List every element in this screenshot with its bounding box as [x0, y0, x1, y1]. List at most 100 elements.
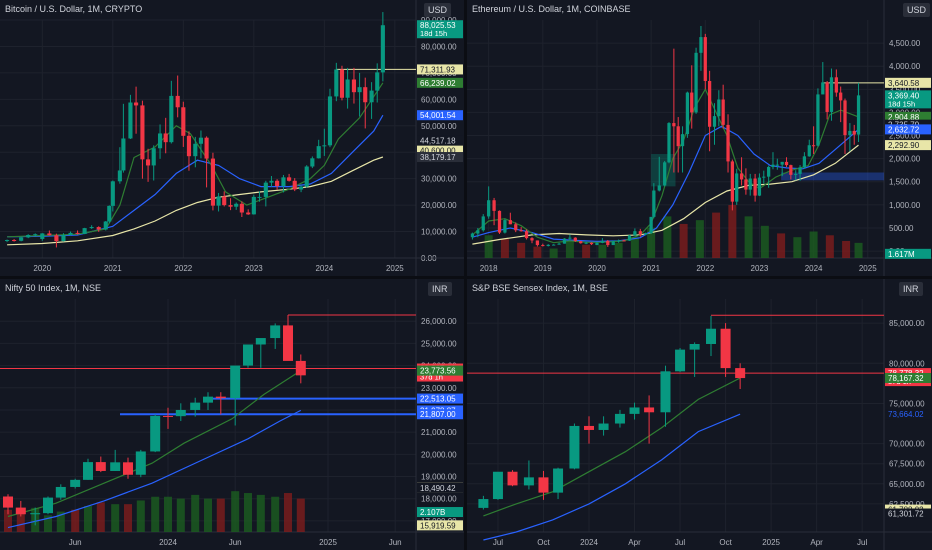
- candle[interactable]: [514, 222, 518, 233]
- candle[interactable]: [380, 12, 385, 82]
- candle[interactable]: [117, 147, 122, 184]
- chart-canvas[interactable]: 85,000.00 80,000.00 75,000.00 70,000.00 67,5…: [467, 279, 932, 550]
- candle[interactable]: [789, 164, 793, 180]
- candle[interactable]: [75, 230, 80, 235]
- candle[interactable]: [255, 338, 266, 368]
- candle[interactable]: [685, 91, 690, 138]
- candle[interactable]: [667, 122, 671, 164]
- candle[interactable]: [652, 183, 656, 219]
- candle[interactable]: [611, 240, 615, 246]
- candle[interactable]: [33, 233, 38, 237]
- candle[interactable]: [721, 84, 725, 129]
- candle[interactable]: [657, 156, 661, 192]
- candle[interactable]: [694, 47, 698, 114]
- candle[interactable]: [706, 315, 717, 357]
- candle[interactable]: [802, 152, 807, 169]
- chart-canvas[interactable]: 4,500.004,000.003,500.003,000.002,500.00…: [467, 0, 932, 276]
- candle[interactable]: [843, 98, 847, 155]
- candle[interactable]: [283, 314, 293, 361]
- candle[interactable]: [557, 242, 561, 245]
- candle[interactable]: [553, 467, 564, 500]
- candle[interactable]: [181, 101, 186, 147]
- candle[interactable]: [535, 240, 540, 247]
- candle[interactable]: [680, 126, 685, 173]
- candle[interactable]: [481, 214, 485, 232]
- candle[interactable]: [327, 88, 333, 148]
- candle[interactable]: [135, 449, 146, 478]
- candle[interactable]: [821, 62, 825, 95]
- candle[interactable]: [295, 354, 306, 384]
- candle[interactable]: [748, 173, 752, 196]
- candle[interactable]: [163, 117, 168, 154]
- candle[interactable]: [807, 139, 811, 157]
- candle[interactable]: [712, 103, 717, 145]
- candle[interactable]: [856, 82, 861, 143]
- candle[interactable]: [660, 365, 671, 427]
- candle[interactable]: [600, 238, 605, 244]
- candle[interactable]: [163, 407, 173, 429]
- candle[interactable]: [339, 65, 345, 101]
- candle[interactable]: [767, 165, 771, 188]
- candle[interactable]: [524, 229, 529, 240]
- candle[interactable]: [573, 237, 577, 242]
- candle[interactable]: [676, 117, 680, 173]
- candle[interactable]: [584, 241, 588, 245]
- candle[interactable]: [552, 244, 556, 246]
- candle[interactable]: [707, 70, 712, 152]
- candle[interactable]: [598, 416, 609, 436]
- candle[interactable]: [703, 33, 707, 90]
- candle[interactable]: [757, 173, 762, 197]
- candle[interactable]: [508, 212, 512, 225]
- candle[interactable]: [334, 62, 339, 102]
- candle[interactable]: [304, 165, 309, 188]
- candle[interactable]: [83, 458, 93, 480]
- candle[interactable]: [275, 179, 280, 190]
- candle[interactable]: [222, 191, 227, 207]
- candle[interactable]: [848, 123, 852, 152]
- candle[interactable]: [3, 494, 13, 515]
- candle[interactable]: [190, 397, 201, 417]
- candle[interactable]: [487, 186, 491, 219]
- candle[interactable]: [263, 180, 268, 207]
- candle[interactable]: [614, 409, 625, 428]
- candle[interactable]: [146, 148, 151, 182]
- candle[interactable]: [562, 238, 567, 244]
- candle[interactable]: [215, 392, 226, 415]
- candle[interactable]: [128, 94, 133, 139]
- candle[interactable]: [186, 131, 192, 171]
- candle[interactable]: [89, 225, 94, 229]
- candle[interactable]: [228, 198, 233, 211]
- candle[interactable]: [357, 72, 362, 117]
- candle[interactable]: [834, 69, 838, 97]
- candle[interactable]: [627, 234, 632, 241]
- candle[interactable]: [771, 152, 775, 170]
- candle[interactable]: [629, 402, 640, 420]
- candle[interactable]: [470, 232, 475, 240]
- candle[interactable]: [720, 323, 731, 377]
- candle[interactable]: [287, 173, 292, 182]
- candle[interactable]: [363, 77, 368, 129]
- candle[interactable]: [699, 26, 703, 71]
- candle[interactable]: [546, 244, 550, 247]
- candle[interactable]: [47, 230, 52, 236]
- candle[interactable]: [649, 216, 653, 234]
- candle[interactable]: [852, 124, 856, 145]
- candle[interactable]: [503, 218, 507, 234]
- candle[interactable]: [735, 168, 739, 205]
- candle[interactable]: [739, 157, 744, 186]
- candle[interactable]: [123, 457, 133, 479]
- candle[interactable]: [675, 348, 686, 373]
- candle[interactable]: [150, 414, 161, 453]
- candle[interactable]: [617, 239, 621, 243]
- eth-chart-panel[interactable]: 4,500.004,000.003,500.003,000.002,500.00…: [467, 0, 932, 276]
- candle[interactable]: [210, 152, 215, 211]
- candle[interactable]: [351, 67, 357, 104]
- candle[interactable]: [519, 227, 523, 232]
- candle[interactable]: [257, 191, 262, 202]
- currency-button[interactable]: USD: [424, 3, 452, 17]
- panel-divider[interactable]: [0, 276, 932, 279]
- candle[interactable]: [61, 233, 66, 242]
- candle[interactable]: [735, 363, 746, 389]
- candle[interactable]: [193, 136, 198, 168]
- candle[interactable]: [95, 456, 106, 473]
